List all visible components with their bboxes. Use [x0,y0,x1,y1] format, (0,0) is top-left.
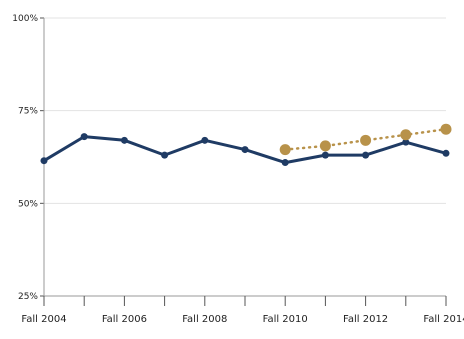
x-tick-label-8: Fall 2012 [343,314,388,325]
series-0-point-8 [362,151,370,159]
series-0-point-5 [241,146,249,154]
series-1-point-8 [360,134,372,146]
x-tick-label-10: Fall 2014 [423,314,464,325]
series-0-point-9 [402,138,410,146]
series-1-point-10 [440,123,452,135]
y-tick-label-75: 75% [18,107,38,117]
axes [40,17,447,306]
series-0-point-1 [80,133,88,141]
series-1-point-6 [279,144,291,156]
x-tick-label-4: Fall 2008 [182,314,227,325]
series-points [40,123,452,167]
x-tick-label-2: Fall 2006 [102,314,147,325]
series-0-point-3 [161,151,169,159]
tick-labels: 100% 75% 50% 25% Fall 2004 Fall 2006 Fall 2008… [12,14,464,325]
series-0-point-7 [321,151,329,159]
y-tick-label-50: 50% [18,199,38,209]
series-0-point-4 [201,136,209,144]
series-lines [42,127,448,165]
series-1-point-9 [400,129,412,141]
x-tick-label-0: Fall 2004 [21,314,66,325]
series-0-point-6 [281,159,289,167]
x-tick-label-6: Fall 2010 [263,314,308,325]
series-0-point-2 [120,136,128,144]
series-1-point-7 [319,140,331,152]
series-0-point-0 [40,157,48,165]
series-0-point-10 [442,149,450,157]
grid-lines [44,17,446,204]
y-tick-label-25: 25% [18,292,38,302]
y-tick-label-100: 100% [12,14,38,24]
